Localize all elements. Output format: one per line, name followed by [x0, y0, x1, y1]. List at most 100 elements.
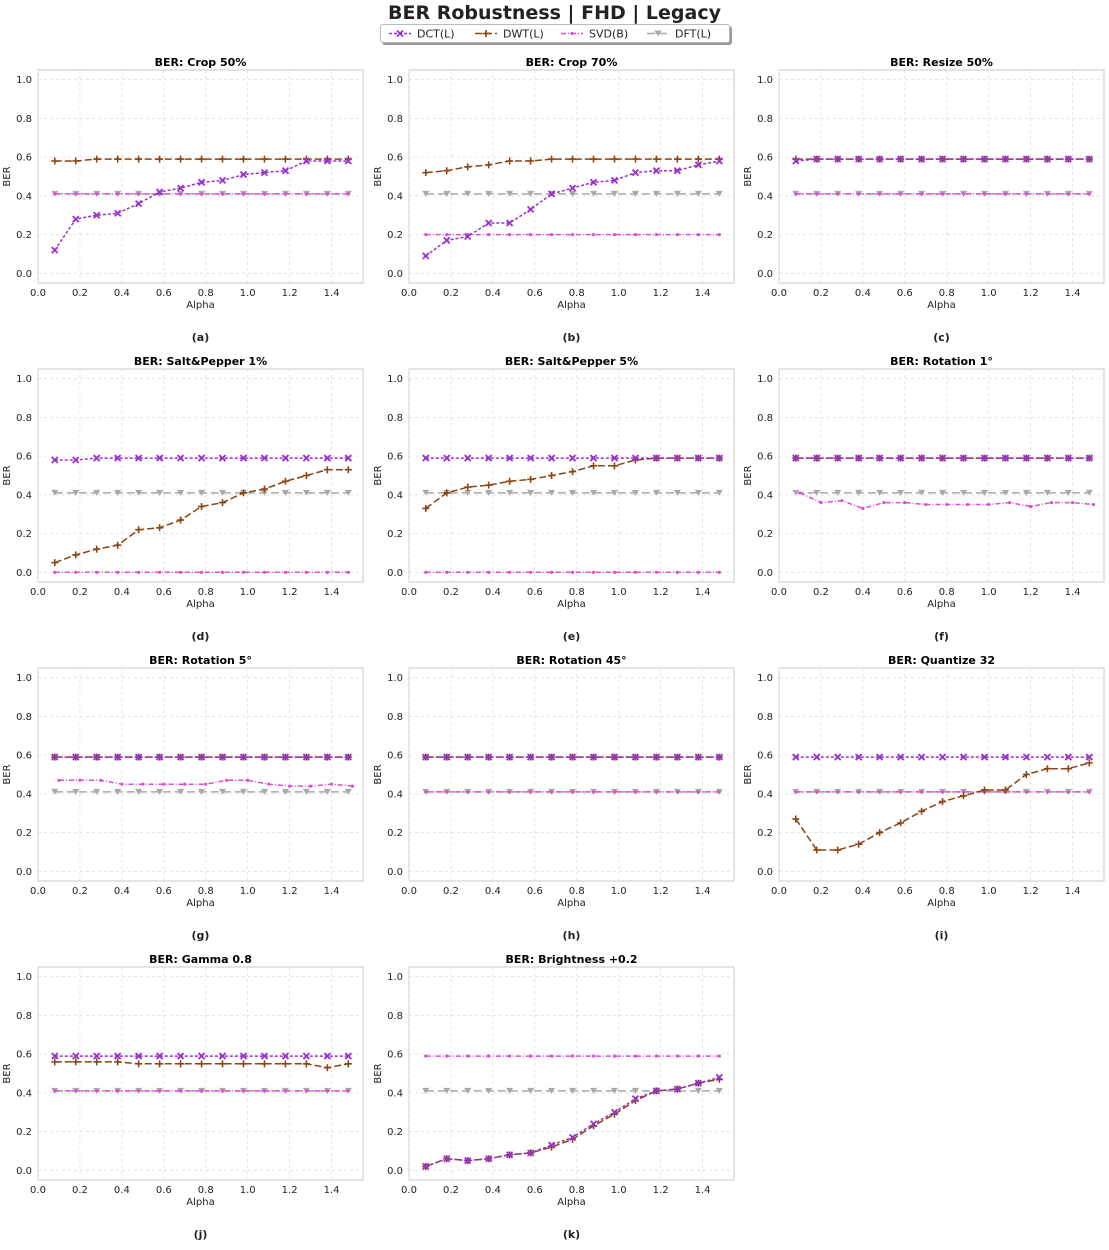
data-point	[506, 477, 514, 485]
y-tick-label: 1.0	[387, 75, 403, 86]
data-point	[1024, 790, 1029, 794]
panel-i: 0.0 0.2 0.4 0.6 0.8 1.0 1.2 1.4 0.0 0.2 0.4 0.6 0.8 1…	[743, 654, 1105, 942]
y-tick-label: 0.0	[757, 867, 773, 878]
x-tick-label: 1.2	[653, 587, 669, 598]
x-tick-label: 1.0	[240, 1185, 256, 1196]
series-dctl	[422, 157, 723, 260]
y-tick-label: 0.0	[16, 568, 32, 579]
data-point	[155, 454, 164, 462]
data-point	[267, 782, 271, 786]
data-point	[715, 1087, 723, 1094]
data-point	[694, 753, 702, 761]
y-tick-label: 1.0	[757, 673, 773, 684]
data-point	[135, 199, 143, 208]
data-point	[260, 1052, 269, 1060]
y-tick-label: 0.4	[387, 490, 403, 501]
data-point	[225, 778, 229, 782]
data-point	[959, 155, 968, 163]
series-svdb	[794, 790, 1091, 794]
data-point	[466, 1054, 470, 1058]
panel-title: BER: Crop 70%	[526, 56, 618, 69]
x-axis-label: Alpha	[927, 300, 955, 311]
legend-entry-svdb: SVD(B)	[561, 28, 628, 41]
data-point	[177, 788, 185, 795]
data-point	[569, 489, 577, 496]
data-point	[590, 489, 598, 496]
y-tick-label: 0.0	[16, 269, 32, 280]
data-point	[485, 454, 493, 462]
data-point	[529, 570, 533, 574]
data-point	[487, 1054, 491, 1058]
series-dwtl	[51, 466, 352, 567]
data-point	[219, 489, 227, 496]
data-point	[694, 155, 702, 163]
data-point	[694, 161, 702, 169]
data-point	[239, 489, 247, 497]
data-point	[527, 190, 535, 197]
data-point	[57, 778, 61, 782]
x-tick-label: 0.2	[813, 886, 829, 897]
data-point	[72, 456, 80, 464]
series-dftl	[422, 489, 723, 496]
y-axis-label: BER	[743, 764, 754, 784]
data-point	[177, 489, 185, 496]
data-point	[198, 502, 206, 510]
data-point	[325, 192, 329, 196]
data-point	[529, 790, 533, 794]
data-point	[694, 454, 702, 462]
legend-marker	[482, 30, 490, 37]
legend-marker	[654, 30, 662, 37]
data-point	[548, 489, 556, 496]
data-point	[654, 570, 659, 574]
plot-area	[778, 69, 1105, 284]
data-point	[798, 491, 802, 495]
data-point	[239, 170, 248, 179]
data-point	[485, 753, 493, 761]
x-tick-label: 1.2	[282, 1185, 298, 1196]
panel-title: BER: Gamma 0.8	[149, 953, 252, 966]
data-point	[548, 155, 556, 163]
panel-a: 0.0 0.2 0.4 0.6 0.8 1.0 1.2 1.4 0.0 0.2 0.4 0.6 0.8 1…	[2, 56, 364, 344]
legend-label: SVD(B)	[589, 28, 628, 41]
data-point	[899, 790, 903, 794]
legend-svg: DCT(L) DWT(L) SVD(B) DFT(L)	[389, 28, 711, 41]
data-point	[155, 188, 164, 196]
data-point	[1064, 489, 1072, 496]
data-point	[673, 167, 682, 175]
data-point	[612, 232, 617, 237]
x-tick-label: 0.6	[897, 587, 913, 598]
x-tick-label: 1.4	[695, 587, 711, 598]
x-tick-label: 0.4	[114, 288, 130, 299]
y-tick-label: 0.8	[387, 114, 403, 125]
data-point	[485, 481, 493, 489]
data-point	[945, 502, 949, 507]
data-point	[323, 489, 331, 496]
data-point	[961, 192, 966, 196]
series-dctl	[51, 753, 352, 761]
data-point	[506, 1151, 514, 1159]
data-point	[114, 489, 122, 496]
data-point	[114, 155, 122, 163]
data-point	[283, 1089, 288, 1093]
data-point	[529, 232, 533, 237]
x-tick-label: 1.4	[1065, 288, 1081, 299]
series-dftl	[51, 788, 352, 795]
data-point	[487, 790, 491, 794]
data-point	[74, 570, 78, 574]
y-tick-label: 1.0	[16, 972, 32, 983]
x-tick-label: 1.4	[324, 886, 340, 897]
data-point	[464, 1087, 472, 1094]
data-point	[673, 1085, 682, 1093]
data-point	[445, 232, 449, 237]
data-point	[72, 753, 80, 761]
panel-title: BER: Rotation 1°	[890, 355, 993, 368]
data-point	[612, 1054, 617, 1058]
data-point	[1085, 759, 1093, 767]
x-tick-label: 0.8	[198, 288, 214, 299]
x-tick-label: 0.0	[401, 886, 417, 897]
series-svdb	[794, 192, 1091, 196]
data-point	[178, 192, 183, 196]
data-point	[135, 454, 143, 462]
panel-label: (f)	[934, 630, 949, 643]
data-point	[155, 1052, 164, 1060]
